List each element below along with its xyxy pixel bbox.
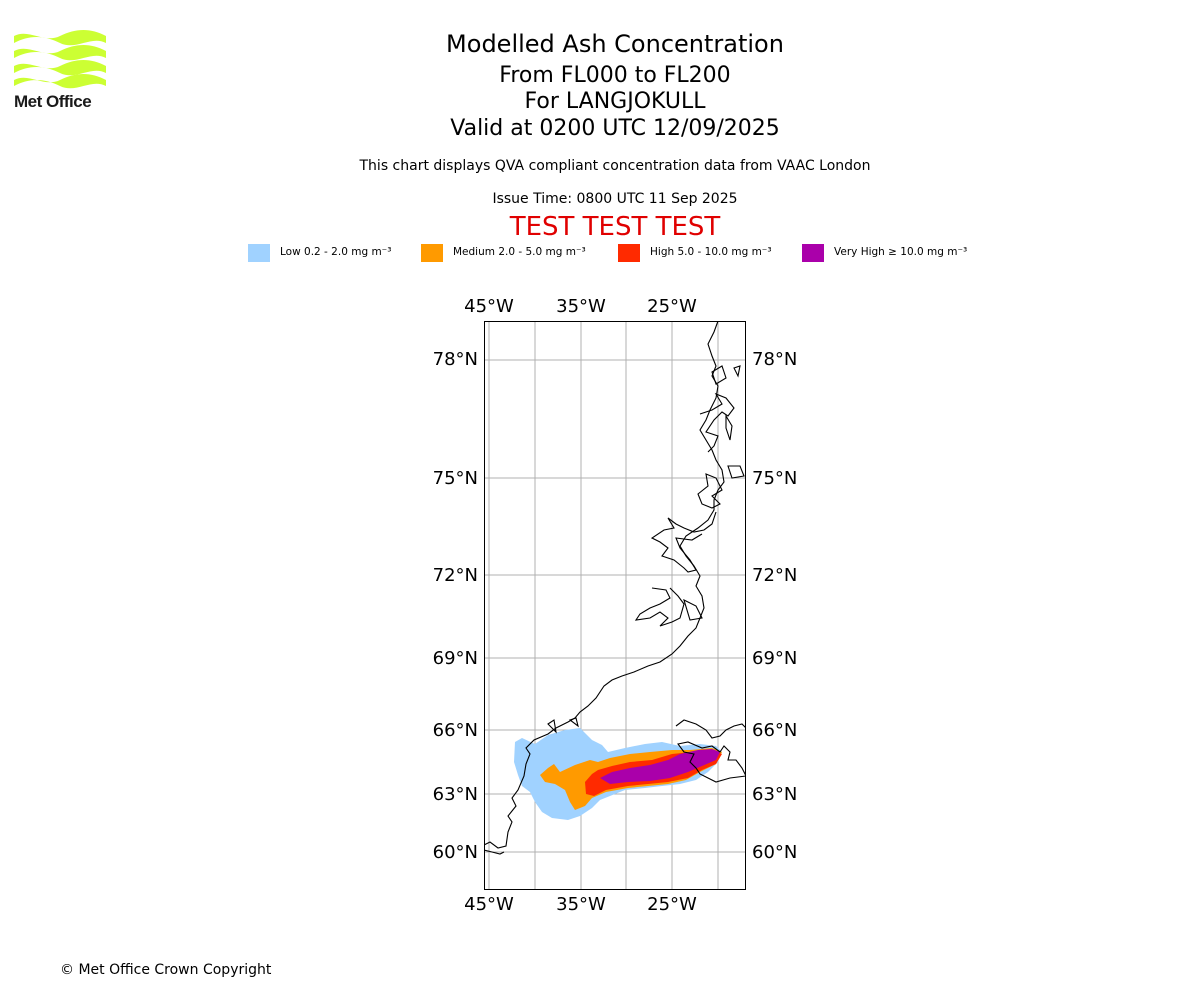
legend-label-medium: Medium 2.0 - 5.0 mg m⁻³ <box>453 246 586 258</box>
lat-label-right-78n: 78°N <box>752 349 797 370</box>
legend-label-low: Low 0.2 - 2.0 mg m⁻³ <box>280 246 392 258</box>
lon-label-top-45w: 45°W <box>464 296 514 317</box>
map-gridlines <box>484 321 746 890</box>
lat-label-left-66n: 66°N <box>433 720 478 741</box>
lon-label-bottom-45w: 45°W <box>464 894 514 915</box>
flight-levels: From FL000 to FL200 <box>499 63 731 88</box>
lon-label-bottom-25w: 25°W <box>647 894 697 915</box>
legend-label-very-high: Very High ≥ 10.0 mg m⁻³ <box>834 246 968 258</box>
map-frame <box>484 321 746 890</box>
lat-label-left-75n: 75°N <box>433 468 478 489</box>
legend-swatch-high <box>618 244 640 262</box>
lat-label-right-69n: 69°N <box>752 648 797 669</box>
ash-very-high-region <box>600 749 720 784</box>
chart-title: Modelled Ash Concentration <box>446 30 784 58</box>
legend: Low 0.2 - 2.0 mg m⁻³ Medium 2.0 - 5.0 mg… <box>0 244 1200 264</box>
issue-time: Issue Time: 0800 UTC 11 Sep 2025 <box>492 191 738 207</box>
logo-text: Met Office <box>14 92 92 111</box>
met-office-logo: Met Office <box>14 30 106 112</box>
legend-swatch-very-high <box>802 244 824 262</box>
lat-label-right-66n: 66°N <box>752 720 797 741</box>
copyright-notice: © Met Office Crown Copyright <box>60 962 272 978</box>
lat-label-left-60n: 60°N <box>433 842 478 863</box>
lat-label-right-72n: 72°N <box>752 565 797 586</box>
lat-label-right-63n: 63°N <box>752 784 797 805</box>
lon-label-bottom-35w: 35°W <box>556 894 606 915</box>
legend-label-high: High 5.0 - 10.0 mg m⁻³ <box>650 246 772 258</box>
test-banner: TEST TEST TEST <box>509 212 721 242</box>
lon-label-top-25w: 25°W <box>647 296 697 317</box>
lat-label-right-75n: 75°N <box>752 468 797 489</box>
coastlines <box>484 321 746 855</box>
chart-description: This chart displays QVA compliant concen… <box>359 158 871 174</box>
met-office-wave-icon <box>14 30 106 89</box>
legend-swatch-low <box>248 244 270 262</box>
valid-time: Valid at 0200 UTC 12/09/2025 <box>450 116 780 141</box>
lat-label-right-60n: 60°N <box>752 842 797 863</box>
volcano-name: For LANGJOKULL <box>524 89 706 114</box>
lon-label-top-35w: 35°W <box>556 296 606 317</box>
lat-label-left-63n: 63°N <box>433 784 478 805</box>
legend-swatch-medium <box>421 244 443 262</box>
lat-label-left-72n: 72°N <box>433 565 478 586</box>
lat-label-left-78n: 78°N <box>433 349 478 370</box>
lat-label-left-69n: 69°N <box>433 648 478 669</box>
